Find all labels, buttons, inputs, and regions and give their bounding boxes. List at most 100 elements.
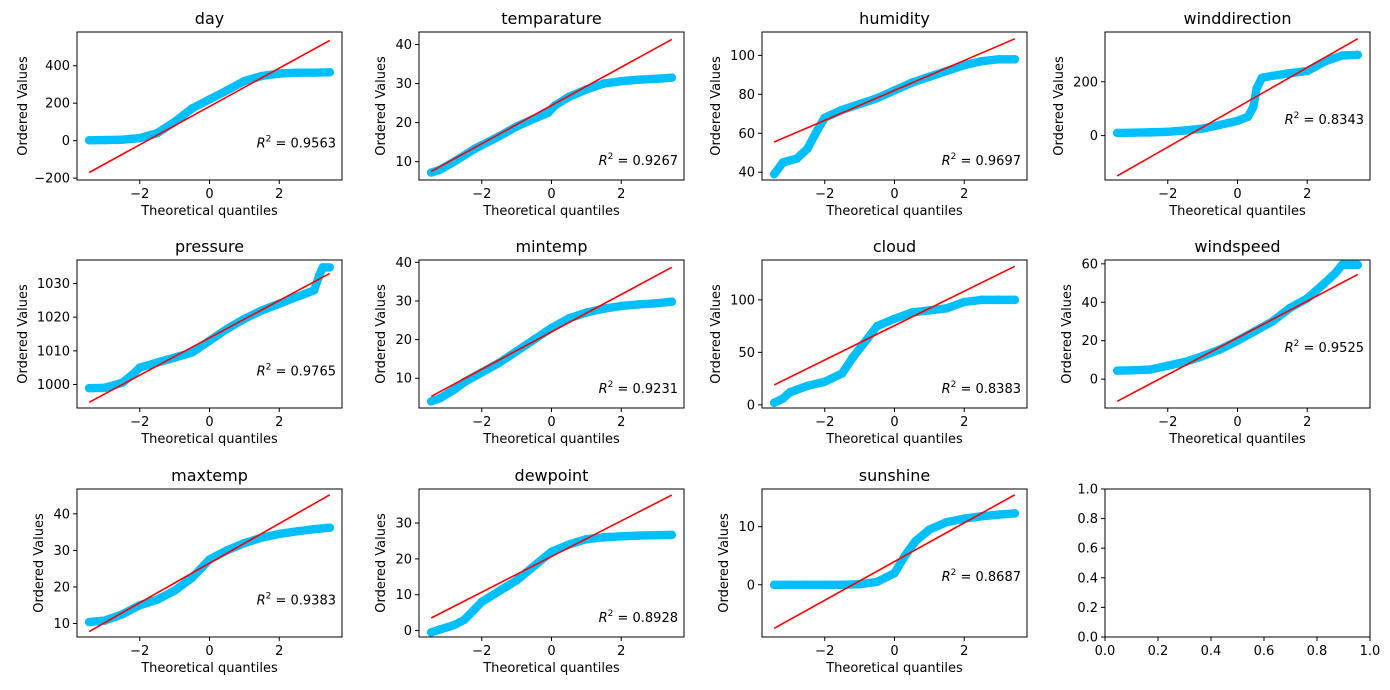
data-point-band — [470, 132, 504, 153]
y-tick-label: 30 — [395, 517, 412, 532]
plot-area — [770, 265, 1019, 407]
x-tick-label: 0 — [890, 644, 898, 659]
subplot-sunshine: −2 0 2 0 10 sunshine Theoretical quantiles Orde… — [717, 466, 1028, 676]
plot-area — [85, 494, 334, 633]
x-tick-label: 2 — [1303, 415, 1311, 430]
y-tick-label: 80 — [738, 88, 755, 103]
plot-area — [427, 38, 676, 177]
x-axis-label: Theoretical quantiles — [825, 661, 963, 676]
x-tick-label: −2 — [130, 415, 149, 430]
fit-line — [430, 494, 673, 619]
y-tick-label: −200 — [34, 172, 70, 187]
x-tick-label: 0 — [547, 187, 555, 202]
y-tick-label: 1.0 — [1077, 483, 1098, 498]
y-axis-label: Ordered Values — [16, 56, 31, 156]
plot-area — [770, 494, 1019, 629]
x-tick-label: −2 — [472, 415, 491, 430]
y-tick-label: 0 — [62, 134, 70, 149]
subplot-title: winddirection — [1184, 9, 1292, 28]
y-tick-label: 40 — [395, 38, 412, 53]
x-tick-label: 2 — [617, 187, 625, 202]
fit-line — [1116, 273, 1359, 402]
x-tick-label: 1.0 — [1360, 644, 1381, 659]
y-tick-label: 1020 — [37, 311, 70, 326]
y-axis-label: Ordered Values — [374, 56, 389, 156]
x-tick-label: 2 — [275, 644, 283, 659]
x-tick-label: 2 — [275, 415, 283, 430]
subplot-title: humidity — [859, 9, 930, 28]
subplot-empty: 0.0 0.2 0.4 0.6 0.8 1.0 0.0 0.2 0.4 0.6 0.8 1.0 — [1077, 483, 1380, 660]
axes-frame — [1104, 488, 1371, 638]
x-tick-label: 2 — [960, 415, 968, 430]
x-tick-label: 0 — [1233, 187, 1241, 202]
fit-line — [88, 494, 331, 633]
x-axis-label: Theoretical quantiles — [482, 204, 620, 219]
plot-area — [427, 494, 676, 637]
y-tick-label: 20 — [395, 333, 412, 348]
x-axis-label: Theoretical quantiles — [825, 204, 963, 219]
y-tick-label: 40 — [738, 166, 755, 181]
y-tick-label: 20 — [395, 552, 412, 567]
subplot-mintemp: −2 0 2 10 20 30 40 mintemp Theoretical quantiles… — [374, 237, 685, 447]
y-tick-label: 10 — [53, 617, 70, 632]
x-tick-label: 2 — [960, 644, 968, 659]
x-tick-label: −2 — [130, 187, 149, 202]
subplot-title: windspeed — [1194, 237, 1280, 256]
y-tick-label: 1000 — [37, 378, 70, 393]
x-axis-label: Theoretical quantiles — [140, 204, 278, 219]
fit-line — [773, 38, 1016, 143]
data-point-band — [309, 523, 334, 534]
r-squared-annotation: R2 = 0.9383 — [257, 591, 336, 608]
y-tick-label: 60 — [738, 127, 755, 142]
y-axis-label: Ordered Values — [1060, 284, 1075, 384]
y-tick-label: 0 — [747, 578, 755, 593]
y-axis-label: Ordered Values — [709, 284, 724, 384]
x-tick-label: 0.6 — [1254, 644, 1275, 659]
r-squared-annotation: R2 = 0.8343 — [1285, 111, 1364, 128]
y-axis-label: Ordered Values — [374, 513, 389, 613]
y-tick-label: 30 — [395, 294, 412, 309]
x-tick-label: 2 — [617, 644, 625, 659]
r-squared-annotation: R2 = 0.8687 — [942, 568, 1021, 585]
y-tick-label: 400 — [45, 59, 70, 74]
x-tick-label: −2 — [472, 187, 491, 202]
y-tick-label: 60 — [1081, 257, 1098, 272]
x-tick-label: 2 — [960, 187, 968, 202]
y-tick-label: 30 — [395, 77, 412, 92]
x-tick-label: −2 — [472, 644, 491, 659]
x-axis-label: Theoretical quantiles — [1168, 432, 1306, 447]
x-tick-label: −2 — [815, 415, 834, 430]
data-point-band — [651, 73, 676, 84]
y-tick-label: 0.2 — [1077, 601, 1098, 616]
subplot-pressure: −2 0 2 1000 1010 1020 1030 pressure Theoretical … — [16, 237, 343, 447]
x-tick-label: 0.8 — [1307, 644, 1328, 659]
x-axis-label: Theoretical quantiles — [140, 661, 278, 676]
x-tick-label: 0 — [1233, 415, 1241, 430]
y-tick-label: 1030 — [37, 277, 70, 292]
x-axis-label: Theoretical quantiles — [1168, 204, 1306, 219]
subplot-day: −2 0 2 −200 0 200 400 day Theoretical quantiles O… — [16, 9, 343, 219]
r-squared-annotation: R2 = 0.9697 — [942, 152, 1021, 169]
y-tick-label: 0.0 — [1077, 631, 1098, 646]
y-tick-label: 0 — [1090, 373, 1098, 388]
x-tick-label: 0 — [205, 187, 213, 202]
r-squared-annotation: R2 = 0.8928 — [599, 609, 678, 626]
subplot-title: dewpoint — [515, 466, 589, 485]
y-tick-label: 20 — [395, 116, 412, 131]
subplot-title: day — [195, 9, 224, 28]
x-axis-label: Theoretical quantiles — [482, 432, 620, 447]
fit-line — [773, 265, 1016, 386]
fit-line — [88, 272, 331, 403]
x-axis-label: Theoretical quantiles — [825, 432, 963, 447]
y-tick-label: 10 — [395, 155, 412, 170]
x-tick-label: −2 — [815, 187, 834, 202]
plot-area — [770, 38, 1019, 179]
subplot-winddirection: −2 0 2 0 200 winddirection Theoretical quantil… — [1052, 9, 1371, 219]
y-axis-label: Ordered Values — [709, 56, 724, 156]
y-axis-label: Ordered Values — [1052, 56, 1067, 156]
x-tick-label: 0 — [205, 644, 213, 659]
data-point-band — [1337, 50, 1362, 60]
x-tick-label: −2 — [815, 644, 834, 659]
x-tick-label: 2 — [275, 187, 283, 202]
